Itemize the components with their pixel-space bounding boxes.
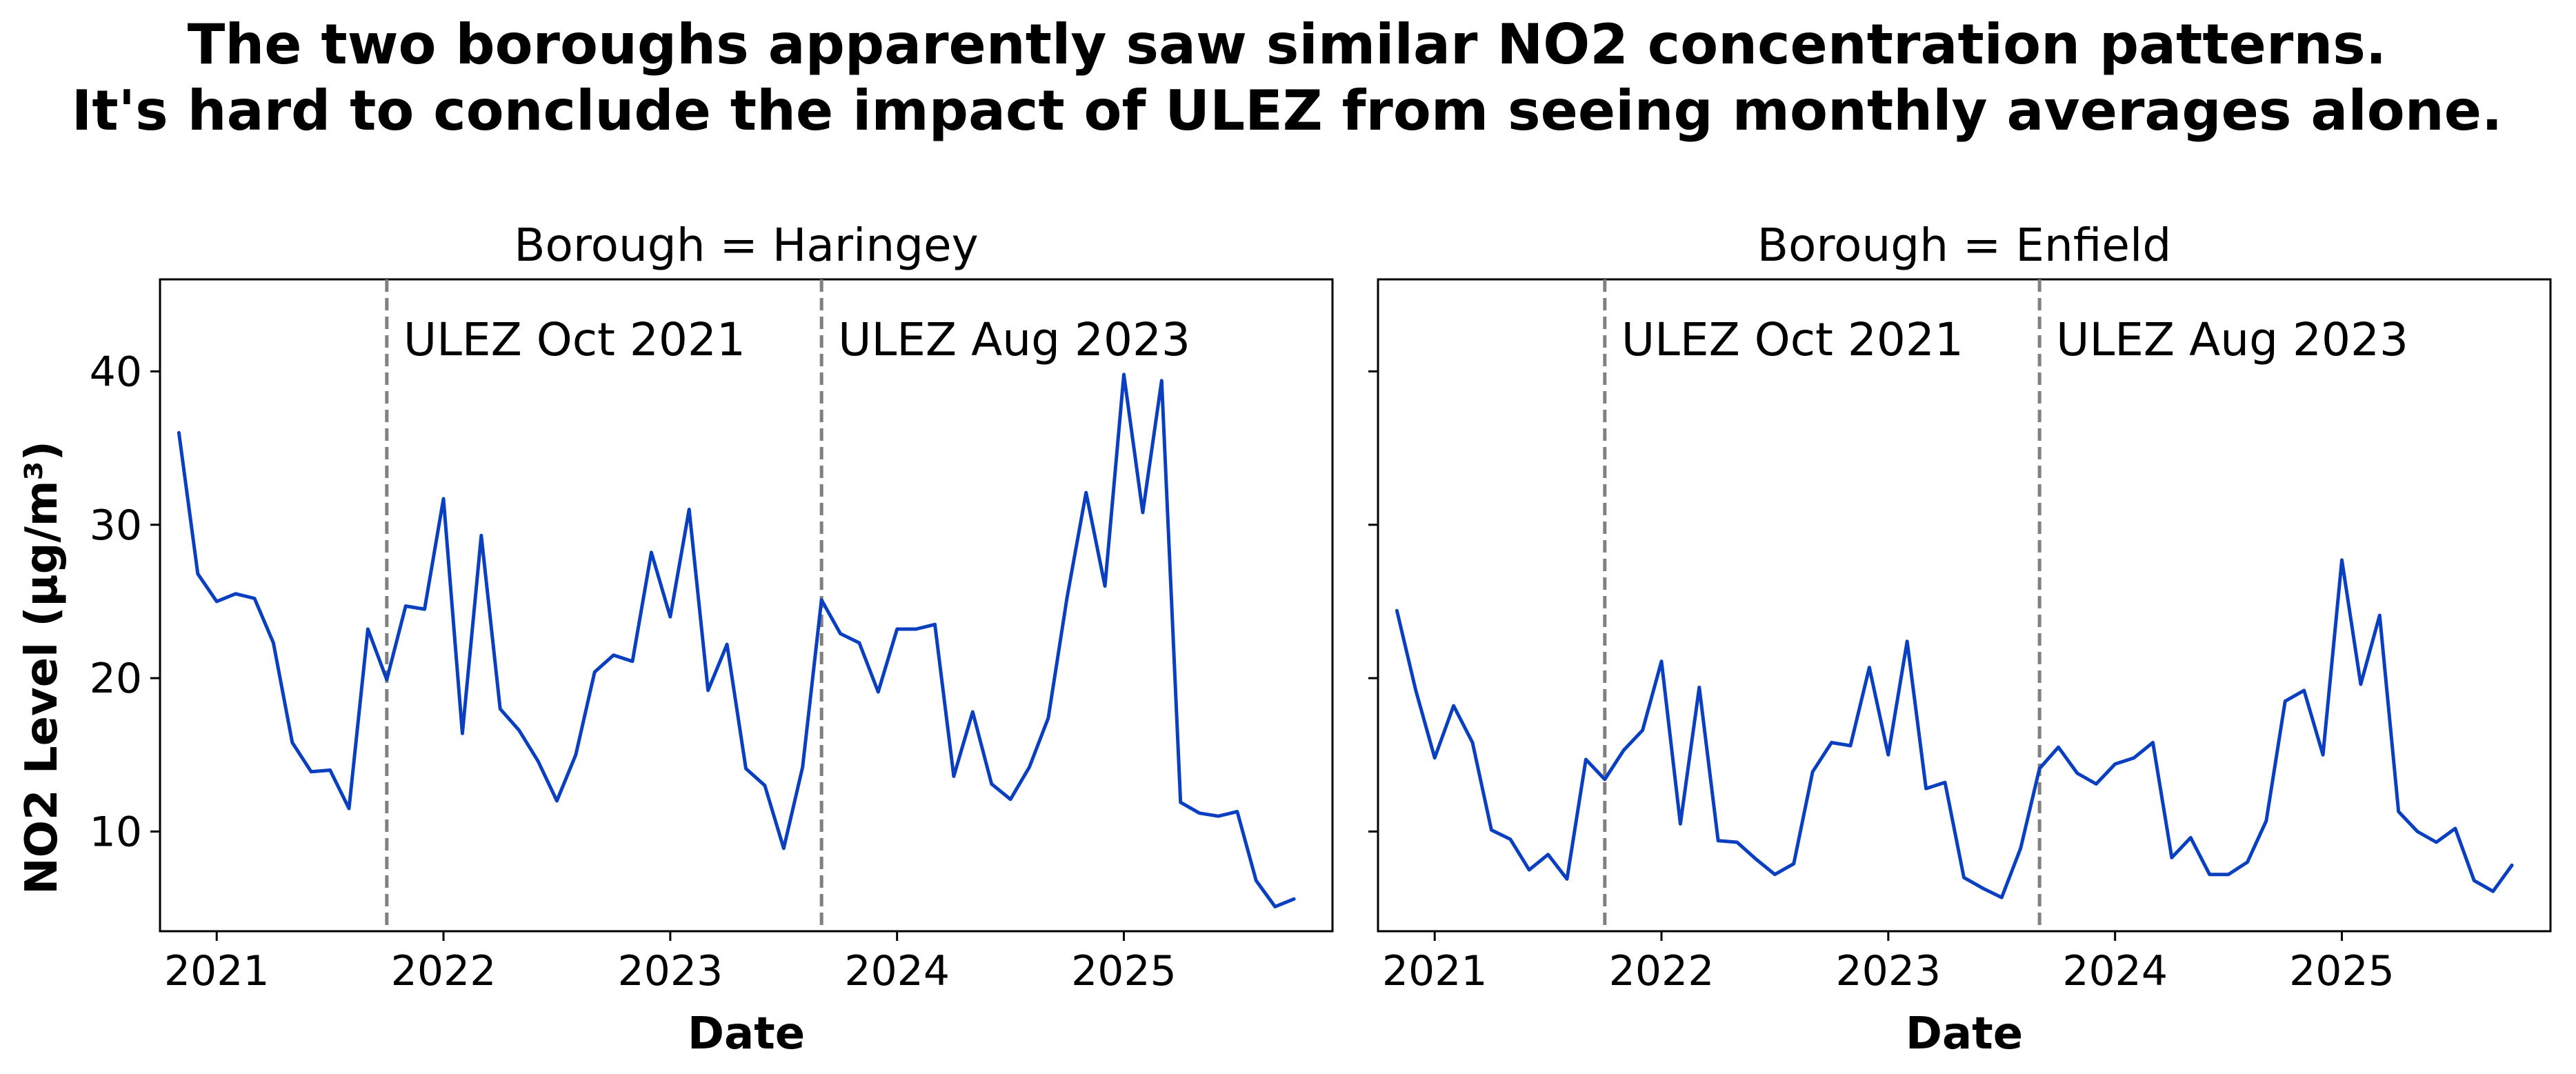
haringey-y-tick-label: 20 bbox=[90, 655, 142, 703]
enfield-x-tick-label: 2023 bbox=[1835, 947, 1941, 995]
haringey-plot-frame bbox=[159, 278, 1334, 933]
haringey-ulez-marker-label: ULEZ Oct 2021 bbox=[403, 313, 746, 366]
figure-title-line-1: The two boroughs apparently saw similar … bbox=[188, 12, 2387, 77]
haringey-y-tick-label: 10 bbox=[90, 808, 142, 856]
enfield-no2-series-line bbox=[1395, 558, 2514, 899]
haringey-x-tick-label: 2024 bbox=[844, 947, 950, 995]
enfield-x-tick-label: 2022 bbox=[1609, 947, 1715, 995]
enfield-panel: Borough = Enfield Date 2021 2022 2023 2024 2… bbox=[1368, 219, 2552, 1060]
enfield-x-tick-label: 2025 bbox=[2289, 947, 2395, 995]
enfield-ulez-marker-label: ULEZ Aug 2023 bbox=[2056, 313, 2408, 366]
enfield-x-tick-label: 2024 bbox=[2062, 947, 2168, 995]
figure-title-line-2: It's hard to conclude the impact of ULEZ… bbox=[72, 79, 2503, 143]
haringey-panel: Borough = Haringey Date NO2 Level (µg/m³… bbox=[17, 219, 1334, 1060]
haringey-x-tick-label: 2021 bbox=[164, 947, 270, 995]
haringey-ulez-marker-label: ULEZ Aug 2023 bbox=[838, 313, 1190, 366]
haringey-panel-title: Borough = Haringey bbox=[514, 219, 978, 272]
enfield-panel-title: Borough = Enfield bbox=[1757, 219, 2171, 272]
enfield-ulez-marker-label: ULEZ Oct 2021 bbox=[1621, 313, 1964, 366]
haringey-no2-series-line bbox=[177, 372, 1296, 908]
haringey-x-tick-label: 2022 bbox=[391, 947, 497, 995]
haringey-x-axis-label: Date bbox=[688, 1008, 805, 1060]
enfield-x-tick-label: 2021 bbox=[1382, 947, 1488, 995]
haringey-x-tick-label: 2023 bbox=[617, 947, 723, 995]
haringey-y-tick-label: 40 bbox=[90, 348, 142, 396]
enfield-x-axis-label: Date bbox=[1906, 1008, 2023, 1060]
enfield-plot-frame bbox=[1377, 278, 2552, 933]
y-axis-label: NO2 Level (µg/m³) bbox=[17, 441, 68, 895]
haringey-y-tick-label: 30 bbox=[90, 501, 142, 550]
haringey-x-tick-label: 2025 bbox=[1071, 947, 1177, 995]
